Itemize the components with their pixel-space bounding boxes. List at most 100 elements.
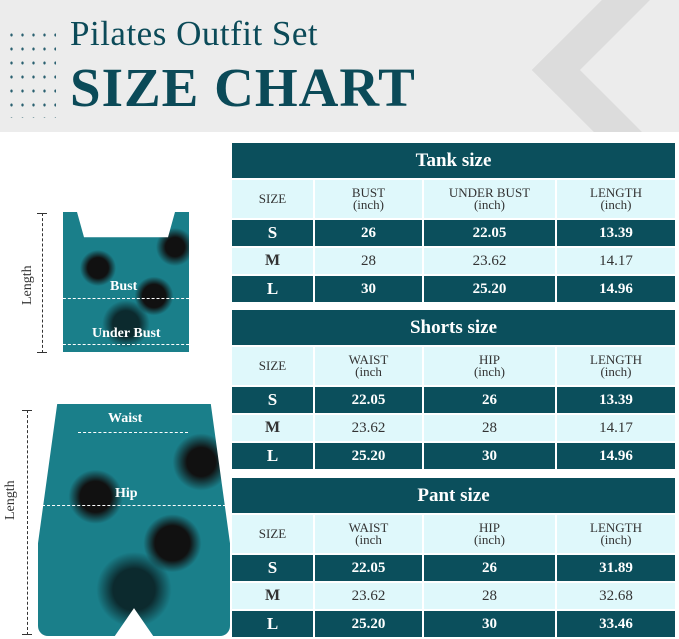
chevron-decoration <box>531 0 679 132</box>
bust-label: Bust <box>110 279 138 294</box>
table-cell: 14.17 <box>557 415 675 441</box>
bust-line <box>58 298 194 299</box>
column-header: SIZE <box>232 515 313 553</box>
pant-size-table: Pant size SIZE WAIST (inch HIP (inch) LENGTH (i… <box>232 478 675 637</box>
header-label: LENGTH <box>590 352 642 367</box>
table-cell: 28 <box>315 248 422 274</box>
table-cell: L <box>232 611 313 637</box>
table-cell: 13.39 <box>557 220 675 246</box>
table-cell: 22.05 <box>315 387 422 413</box>
header-label: WAIST <box>348 352 389 367</box>
table-cell: M <box>232 583 313 609</box>
waist-line <box>78 432 188 433</box>
column-header: SIZE <box>232 347 313 385</box>
shorts-length-line <box>27 410 28 635</box>
table-title: Tank size <box>232 143 675 178</box>
table-cell: 22.05 <box>315 555 422 581</box>
hip-line <box>42 505 226 506</box>
table-row: L 30 25.20 14.96 <box>232 276 675 302</box>
header-unit: (inch) <box>352 197 385 212</box>
header-unit: (inch) <box>473 364 506 379</box>
header-label: WAIST <box>348 520 389 535</box>
waist-label: Waist <box>108 411 143 426</box>
table-cell: 14.96 <box>557 443 675 469</box>
shorts-size-table: Shorts size SIZE WAIST (inch HIP (inch) LENGTH… <box>232 310 675 469</box>
shorts-image <box>38 404 230 636</box>
table-cell: 23.62 <box>424 248 555 274</box>
table-row: S 22.05 26 13.39 <box>232 387 675 413</box>
header-label: HIP <box>479 520 500 535</box>
table-cell: 30 <box>424 443 555 469</box>
column-header: LENGTH (inch) <box>557 347 675 385</box>
header-unit: (inch) <box>600 364 632 379</box>
table-row: M 23.62 28 32.68 <box>232 583 675 609</box>
table-cell: 30 <box>424 611 555 637</box>
table-cell: S <box>232 555 313 581</box>
table-cell: 25.20 <box>315 611 422 637</box>
column-header: LENGTH (inch) <box>557 180 675 218</box>
column-header: SIZE <box>232 180 313 218</box>
header-row: SIZE WAIST (inch HIP (inch) LENGTH (inch) <box>232 515 675 553</box>
header-unit: (inch) <box>600 197 632 212</box>
table-cell: 25.20 <box>424 276 555 302</box>
table-title: Pant size <box>232 478 675 513</box>
table-cell: L <box>232 443 313 469</box>
table-cell: S <box>232 220 313 246</box>
table-cell: 23.62 <box>315 583 422 609</box>
table-cell: 26 <box>315 220 422 246</box>
header-label: HIP <box>479 352 500 367</box>
column-header: HIP (inch) <box>424 347 555 385</box>
under-bust-line <box>58 344 194 345</box>
table-row: M 28 23.62 14.17 <box>232 248 675 274</box>
page-title: SIZE CHART <box>70 57 416 118</box>
table-cell: 28 <box>424 415 555 441</box>
table-row: S 22.05 26 31.89 <box>232 555 675 581</box>
header-unit: (inch) <box>473 532 506 547</box>
hip-label: Hip <box>115 486 138 501</box>
column-header: WAIST (inch <box>315 515 422 553</box>
table-cell: 14.17 <box>557 248 675 274</box>
header-label: SIZE <box>258 358 287 373</box>
table-cell: 23.62 <box>315 415 422 441</box>
table-row: S 26 22.05 13.39 <box>232 220 675 246</box>
table-cell: 22.05 <box>424 220 555 246</box>
table-cell: S <box>232 387 313 413</box>
column-header: LENGTH (inch) <box>557 515 675 553</box>
table-cell: 30 <box>315 276 422 302</box>
header-label: BUST <box>351 185 386 200</box>
header-row: SIZE BUST (inch) UNDER BUST (inch) LENGTH (inc… <box>232 180 675 218</box>
header-label: LENGTH <box>590 185 642 200</box>
table-cell: 25.20 <box>315 443 422 469</box>
table-cell: 14.96 <box>557 276 675 302</box>
banner: Pilates Outfit Set SIZE CHART <box>0 0 679 132</box>
table-cell: 26 <box>424 555 555 581</box>
table-cell: 31.89 <box>557 555 675 581</box>
cap <box>37 213 47 214</box>
cap <box>22 410 32 411</box>
column-header: BUST (inch) <box>315 180 422 218</box>
table-row: L 25.20 30 14.96 <box>232 443 675 469</box>
table-cell: 33.46 <box>557 611 675 637</box>
dots-decoration <box>6 28 56 118</box>
header-label: SIZE <box>258 191 287 206</box>
table-cell: 28 <box>424 583 555 609</box>
under-bust-label: Under Bust <box>92 326 161 341</box>
table-cell: M <box>232 415 313 441</box>
table-cell: 13.39 <box>557 387 675 413</box>
column-header: HIP (inch) <box>424 515 555 553</box>
header-row: SIZE WAIST (inch HIP (inch) LENGTH (inch) <box>232 347 675 385</box>
header-unit: (inch) <box>600 532 632 547</box>
header-label: LENGTH <box>590 520 642 535</box>
table-title: Shorts size <box>232 310 675 345</box>
table-cell: M <box>232 248 313 274</box>
header-label: SIZE <box>258 526 287 541</box>
table-cell: 32.68 <box>557 583 675 609</box>
header-label: UNDER BUST <box>448 185 531 200</box>
header-unit: (inch <box>355 364 382 379</box>
shorts-length-label: Length <box>3 480 18 520</box>
subtitle: Pilates Outfit Set <box>70 14 319 53</box>
tank-size-table: Tank size SIZE BUST (inch) UNDER BUST (inch) L… <box>232 143 675 302</box>
cap <box>22 634 32 635</box>
column-header: UNDER BUST (inch) <box>424 180 555 218</box>
header-unit: (inch) <box>473 197 506 212</box>
